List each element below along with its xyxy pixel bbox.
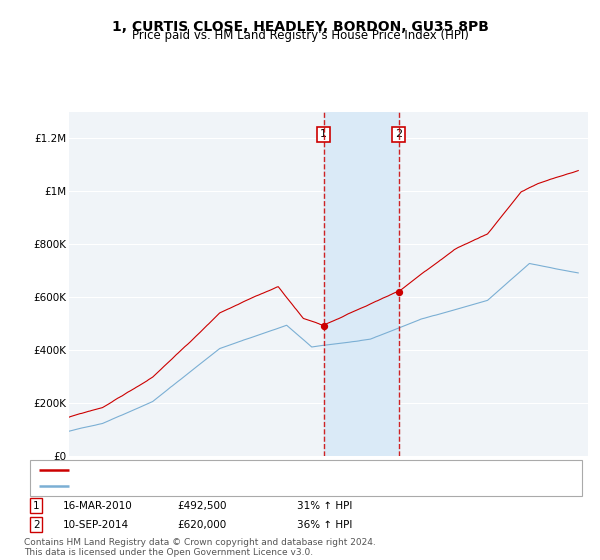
Point [319,321,328,330]
Bar [323,112,399,456]
Text: 2: 2 [33,520,40,530]
Text: 1, CURTIS CLOSE, HEADLEY, BORDON, GU35 8PB (detached house): 1, CURTIS CLOSE, HEADLEY, BORDON, GU35 8… [75,465,424,475]
Point [394,288,404,297]
Text: HPI: Average price, detached house, East Hampshire: HPI: Average price, detached house, East… [75,481,350,491]
Text: Contains HM Land Registry data © Crown copyright and database right 2024.
This d: Contains HM Land Registry data © Crown c… [24,538,376,557]
Text: 2: 2 [395,129,403,139]
Text: 31% ↑ HPI: 31% ↑ HPI [297,501,352,511]
Text: 10-SEP-2014: 10-SEP-2014 [63,520,129,530]
Text: 36% ↑ HPI: 36% ↑ HPI [297,520,352,530]
Text: Price paid vs. HM Land Registry's House Price Index (HPI): Price paid vs. HM Land Registry's House … [131,29,469,42]
Text: 1: 1 [33,501,40,511]
Text: 1, CURTIS CLOSE, HEADLEY, BORDON, GU35 8PB: 1, CURTIS CLOSE, HEADLEY, BORDON, GU35 8… [112,20,488,34]
Text: £620,000: £620,000 [177,520,226,530]
Text: £492,500: £492,500 [177,501,227,511]
Text: 1: 1 [320,129,327,139]
Text: 16-MAR-2010: 16-MAR-2010 [63,501,133,511]
